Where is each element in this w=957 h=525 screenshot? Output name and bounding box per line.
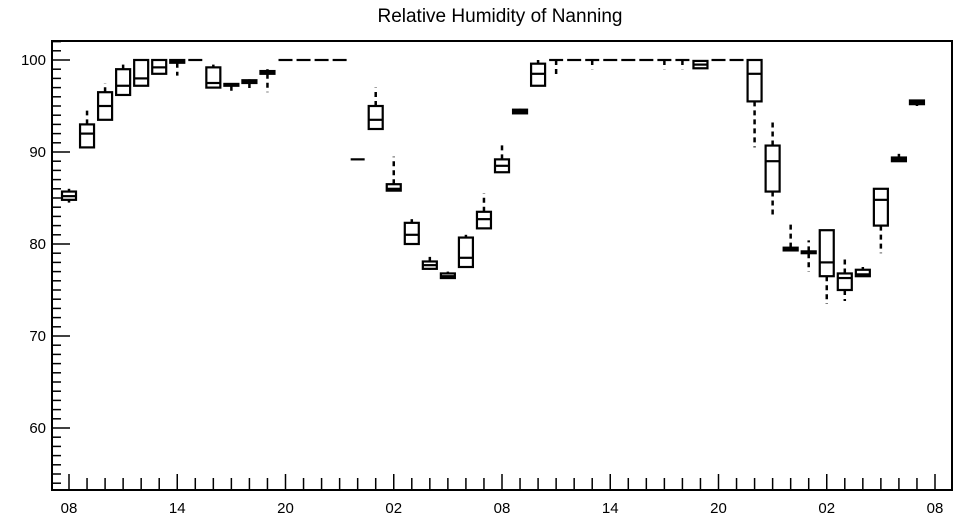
y-tick-label: 70 bbox=[29, 328, 46, 345]
box-18 bbox=[385, 156, 402, 192]
iqr-box bbox=[367, 104, 384, 131]
iqr-box bbox=[872, 187, 889, 227]
box-19 bbox=[403, 219, 420, 246]
box-35 bbox=[692, 59, 709, 70]
iqr-box bbox=[854, 268, 871, 278]
x-tick-label: 14 bbox=[602, 500, 619, 517]
box-2 bbox=[96, 83, 114, 121]
y-axis: 60 70 80 90 100 bbox=[21, 40, 70, 484]
iqr-box bbox=[133, 58, 150, 87]
x-tick-label: 02 bbox=[385, 500, 402, 517]
box-45 bbox=[872, 187, 889, 254]
x-tick-label: 08 bbox=[494, 500, 511, 517]
x-axis: 08 14 20 02 08 14 20 02 08 bbox=[61, 474, 944, 517]
iqr-box bbox=[746, 58, 763, 103]
iqr-box bbox=[836, 272, 853, 292]
box-9 bbox=[223, 82, 240, 95]
iqr-box bbox=[457, 236, 475, 269]
box-24 bbox=[493, 142, 511, 174]
box-43 bbox=[836, 257, 853, 302]
box-26 bbox=[529, 60, 547, 87]
iqr-box bbox=[385, 183, 402, 192]
iqr-box bbox=[205, 66, 222, 89]
y-tick-label: 60 bbox=[29, 420, 46, 437]
x-tick-label: 08 bbox=[61, 500, 78, 517]
box-series bbox=[60, 58, 926, 304]
box-34 bbox=[675, 58, 690, 70]
iqr-box bbox=[818, 229, 835, 278]
iqr-box bbox=[403, 221, 420, 246]
x-tick-label: 20 bbox=[277, 500, 294, 517]
box-40 bbox=[782, 222, 799, 252]
box-33 bbox=[657, 58, 672, 70]
box-27 bbox=[549, 58, 564, 77]
y-tick-label: 100 bbox=[21, 52, 46, 69]
box-17 bbox=[367, 87, 384, 131]
box-6 bbox=[169, 58, 186, 76]
box-3 bbox=[115, 64, 132, 97]
box-46 bbox=[890, 153, 908, 163]
box-4 bbox=[133, 58, 150, 87]
plot-frame bbox=[51, 40, 953, 491]
box-8 bbox=[205, 64, 222, 89]
box-5 bbox=[151, 58, 168, 75]
box-44 bbox=[854, 267, 871, 278]
box-42 bbox=[818, 229, 835, 304]
x-tick-label: 08 bbox=[927, 500, 944, 517]
box-0 bbox=[60, 188, 78, 203]
x-tick-label: 20 bbox=[710, 500, 727, 517]
iqr-box bbox=[764, 144, 781, 193]
y-tick-label: 80 bbox=[29, 236, 46, 253]
x-tick-label: 14 bbox=[169, 500, 186, 517]
box-39 bbox=[764, 119, 781, 215]
box-23 bbox=[475, 193, 493, 230]
iqr-box bbox=[78, 123, 96, 149]
box-1 bbox=[78, 110, 96, 149]
box-29 bbox=[585, 58, 600, 70]
box-21 bbox=[439, 271, 456, 280]
chart-title: Relative Humidity of Nanning bbox=[377, 6, 622, 27]
iqr-box bbox=[115, 68, 132, 97]
box-10 bbox=[241, 79, 258, 91]
box-41 bbox=[800, 240, 817, 272]
box-11 bbox=[259, 69, 276, 93]
x-tick-label: 02 bbox=[818, 500, 835, 517]
y-tick-label: 90 bbox=[29, 144, 46, 161]
box-20 bbox=[421, 256, 438, 270]
box-25 bbox=[511, 108, 529, 115]
box-22 bbox=[457, 234, 475, 269]
box-47 bbox=[908, 99, 926, 106]
box-38 bbox=[746, 58, 763, 148]
